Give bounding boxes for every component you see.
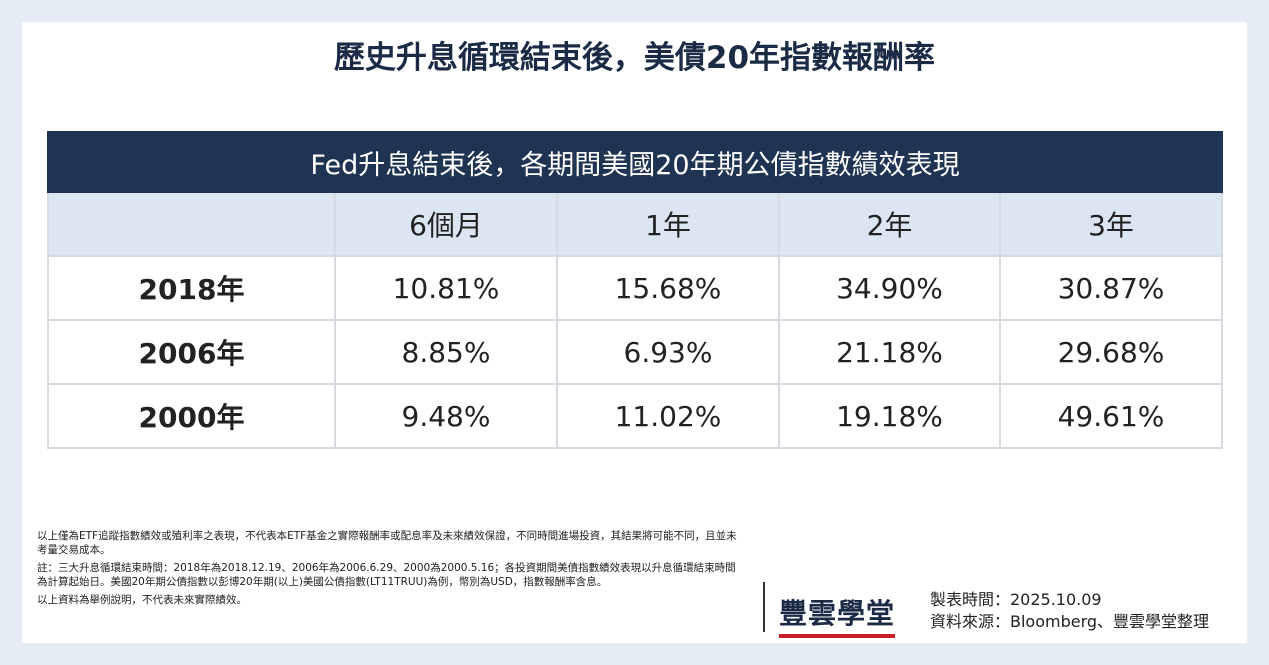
table-body: Fed升息結束後，各期間美國20年期公債指數績效表現 6個月 1年 2年 3年 2018… <box>47 131 1223 449</box>
column-header: 3年 <box>999 191 1223 257</box>
table: Fed升息結束後，各期間美國20年期公債指數績效表現 6個月 1年 2年 3年 2018… <box>47 131 1223 449</box>
column-header: 1年 <box>556 191 780 257</box>
cell: 9.48% <box>334 383 558 449</box>
row: 2000年 9.48% 11.02% 19.18% 49.61% <box>47 383 1223 449</box>
note: 以上資料為舉例說明，不代表未來實際績效。 <box>37 594 247 606</box>
cell: 10.81% <box>334 255 558 321</box>
note: 以上僅為ETF追蹤指數績效或殖利率之表現，不代表本ETF基金之實際報酬率或配息率… <box>37 530 737 556</box>
row: 2006年 8.85% 6.93% 21.18% 29.68% <box>47 319 1223 385</box>
cell: 6.93% <box>556 319 780 385</box>
brand: 豐雲學堂 <box>779 592 896 638</box>
row-label: 2018年 <box>47 255 336 321</box>
meta-line: 資料來源：Bloomberg、豐雲學堂整理 <box>930 612 1210 631</box>
cell: 19.18% <box>778 383 1001 449</box>
cell: 30.87% <box>999 255 1223 321</box>
cell: 49.61% <box>999 383 1223 449</box>
card: 歷史升息循環結束後，美債20年指數報酬率 Fed升息結束後，各期間美國20年期公… <box>22 22 1247 643</box>
row: 2018年 10.81% 15.68% 34.90% 30.87% <box>47 255 1223 321</box>
column-header: 2年 <box>778 191 1001 257</box>
row-label: 2006年 <box>47 319 336 385</box>
column-header-row: 6個月 1年 2年 3年 <box>47 191 1223 257</box>
cell: 29.68% <box>999 319 1223 385</box>
divider <box>763 582 765 632</box>
column-header: 6個月 <box>334 191 558 257</box>
cell: 8.85% <box>334 319 558 385</box>
cell: 21.18% <box>778 319 1001 385</box>
meta-line: 製表時間：2025.10.09 <box>930 590 1102 609</box>
table-title: Fed升息結束後，各期間美國20年期公債指數績效表現 <box>47 131 1223 193</box>
cell: 15.68% <box>556 255 780 321</box>
meta: 製表時間：2025.10.09 資料來源：Bloomberg、豐雲學堂整理 <box>930 589 1209 633</box>
corner-cell <box>47 191 336 257</box>
row-label: 2000年 <box>47 383 336 449</box>
title: 歷史升息循環結束後，美債20年指數報酬率 <box>333 40 936 76</box>
notes: 以上僅為ETF追蹤指數績效或殖利率之表現，不代表本ETF基金之實際報酬率或配息率… <box>37 529 742 611</box>
note: 註：三大升息循環結束時間：2018年為2018.12.19、2006年為2006… <box>37 562 736 588</box>
cell: 11.02% <box>556 383 780 449</box>
cell: 34.90% <box>778 255 1001 321</box>
